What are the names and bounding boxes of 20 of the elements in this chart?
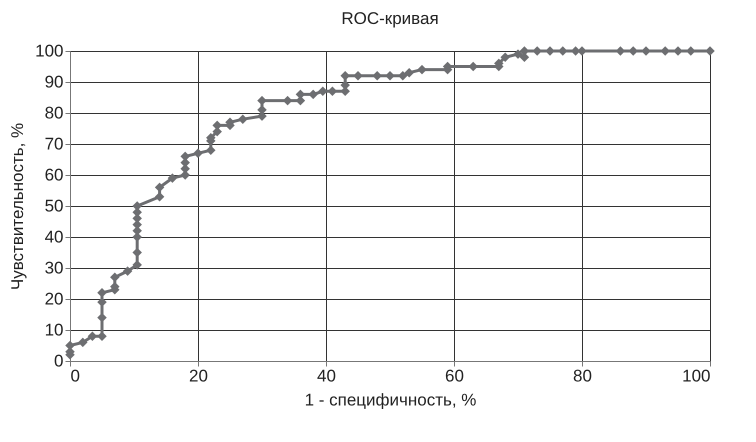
y-tick-label: 10 xyxy=(44,320,64,340)
y-tick-label: 40 xyxy=(44,228,64,246)
y-tick-label: 100 xyxy=(35,42,64,60)
y-tick-label: 70 xyxy=(44,134,64,154)
x-tick-label: 80 xyxy=(573,366,592,386)
x-tick-label: 20 xyxy=(189,366,208,386)
x-tick-label: 100 xyxy=(682,366,710,386)
y-axis-title: Чувствительность, % xyxy=(8,122,28,290)
x-axis-title: 1 - специфичность, % xyxy=(304,390,476,410)
y-tick-label: 50 xyxy=(44,196,64,216)
x-tick-label: 60 xyxy=(445,366,464,386)
x-tick-label: 40 xyxy=(317,366,336,386)
y-tick-label: 90 xyxy=(44,72,64,92)
x-tick-label: 0 xyxy=(70,366,80,386)
y-tick-label: 30 xyxy=(44,258,64,278)
chart-title: ROC-кривая xyxy=(341,9,439,28)
y-tick-label: 0 xyxy=(54,352,64,370)
y-tick-label: 80 xyxy=(44,104,64,122)
y-tick-label: 60 xyxy=(44,166,64,184)
y-tick-label: 20 xyxy=(44,290,64,308)
